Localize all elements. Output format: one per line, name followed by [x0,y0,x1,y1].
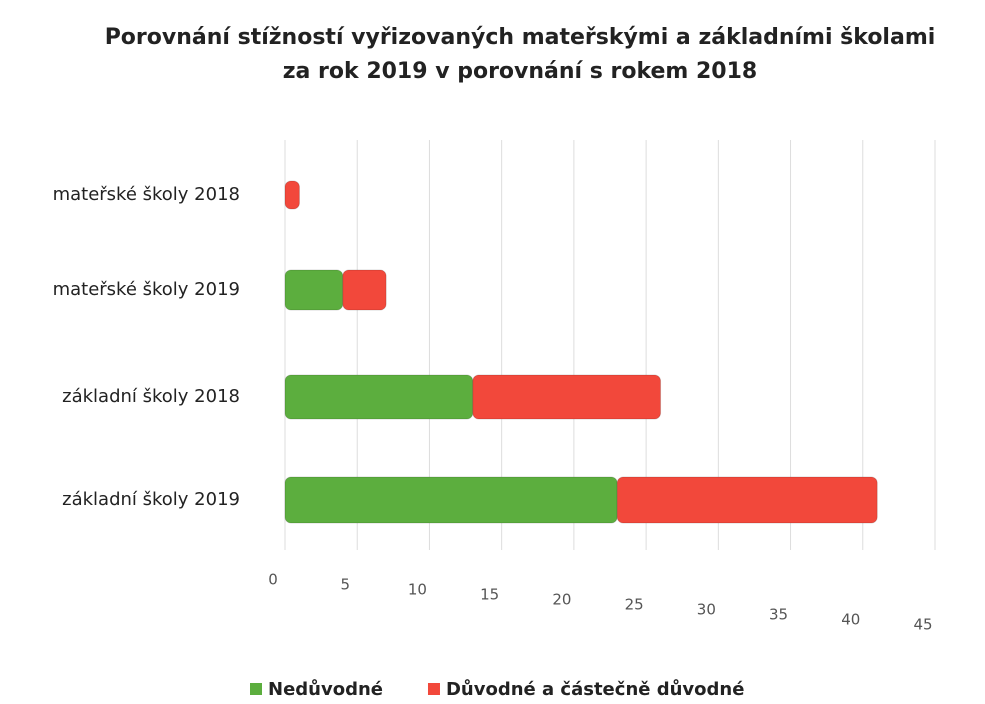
bar-segment [284,180,300,210]
y-tick-label: základní školy 2019 [62,489,240,510]
x-tick-label: 5 [340,576,350,594]
chart-title: za rok 2019 v porovnání s rokem 2018 [283,59,757,84]
y-tick-label: mateřské školy 2019 [53,279,240,300]
y-tick-label: základní školy 2018 [62,386,240,407]
x-tick-label: 0 [268,571,278,589]
bar-segment [284,269,344,311]
bar-segment [284,476,618,524]
legend-swatch [250,683,262,695]
legend-label: Důvodné a částečně důvodné [446,678,744,700]
x-tick-label: 15 [480,586,499,604]
bar-segment [284,374,474,420]
bar-segment [342,269,387,311]
chart-title: Porovnání stížností vyřizovaných mateřsk… [105,25,936,50]
y-tick-label: mateřské školy 2018 [53,184,240,205]
x-tick-label: 40 [841,611,860,629]
bar-segment [616,476,878,524]
x-tick-label: 35 [769,606,788,624]
bar-segment [472,374,662,420]
x-tick-label: 25 [625,596,644,614]
x-tick-label: 10 [408,581,427,599]
legend-label: Nedůvodné [268,678,383,700]
x-tick-label: 45 [913,616,932,634]
x-tick-label: 20 [552,591,571,609]
legend-swatch [427,683,440,695]
x-tick-label: 30 [697,601,716,619]
